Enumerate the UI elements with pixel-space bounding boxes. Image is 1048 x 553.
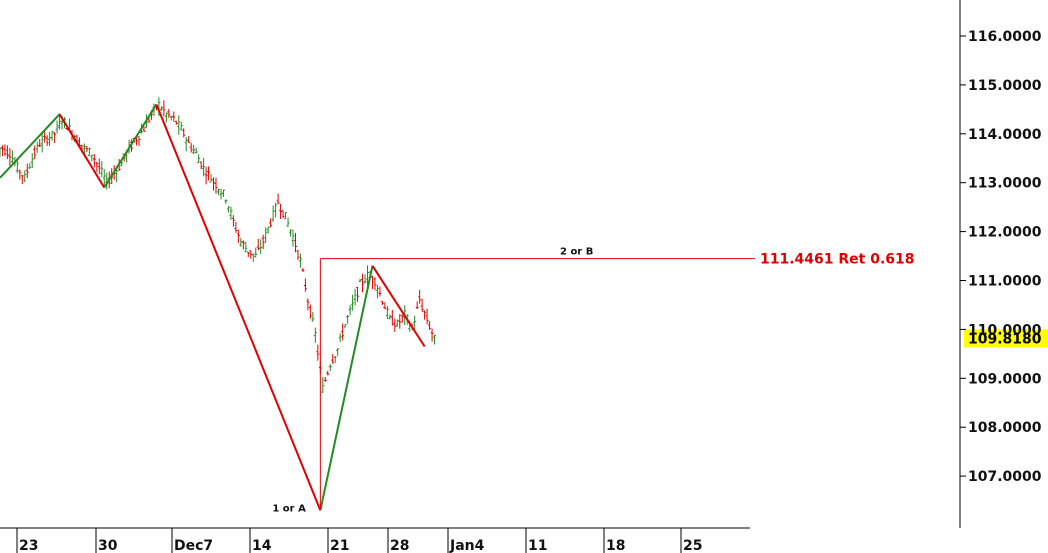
x-tick-label: 11 xyxy=(528,538,547,553)
last-price-highlight xyxy=(964,329,1048,348)
y-tick-label: 114.0000 xyxy=(968,127,1042,143)
y-tick-label: 109.0000 xyxy=(968,371,1042,387)
zigzag-segment xyxy=(155,104,322,511)
x-tick-label: 14 xyxy=(252,538,272,553)
ohlc-bars xyxy=(0,97,437,394)
y-tick-label: 112.0000 xyxy=(968,225,1042,241)
y-tick-label: 116.0000 xyxy=(968,29,1042,45)
zigzag-segment xyxy=(58,113,106,189)
y-tick-label: 108.0000 xyxy=(968,420,1042,436)
x-tick-label: 18 xyxy=(606,538,625,553)
x-tick-label: Dec7 xyxy=(174,538,213,553)
zigzag-segment xyxy=(103,103,158,189)
wave-zigzag xyxy=(0,103,426,511)
x-tick-label: 21 xyxy=(330,538,349,553)
zigzag-segment xyxy=(371,265,426,348)
y-tick-label: 113.0000 xyxy=(968,176,1042,192)
y-tick-label: 111.0000 xyxy=(968,274,1042,290)
retracement-label: 111.4461 Ret 0.618 xyxy=(760,252,915,268)
y-tick-label: 110.0000 xyxy=(968,322,1042,338)
last-price-label: 109.8180 xyxy=(968,331,1042,347)
annotations: 111.4461 Ret 0.618 1 or A 2 or B 109.8180 xyxy=(272,247,1048,514)
wave-label-2-or-b: 2 or B xyxy=(560,247,593,258)
zigzag-segment xyxy=(0,113,61,179)
y-tick-label: 107.0000 xyxy=(968,469,1042,485)
x-tick-label: 30 xyxy=(98,538,118,553)
wave-label-1-or-a: 1 or A xyxy=(272,503,306,514)
zigzag-segment xyxy=(319,265,374,511)
x-tick-label: 23 xyxy=(19,538,38,553)
y-tick-label: 115.0000 xyxy=(968,78,1042,94)
x-tick-label: Jan4 xyxy=(449,538,485,553)
x-tick-label: 28 xyxy=(390,538,409,553)
x-tick-label: 25 xyxy=(683,538,702,553)
